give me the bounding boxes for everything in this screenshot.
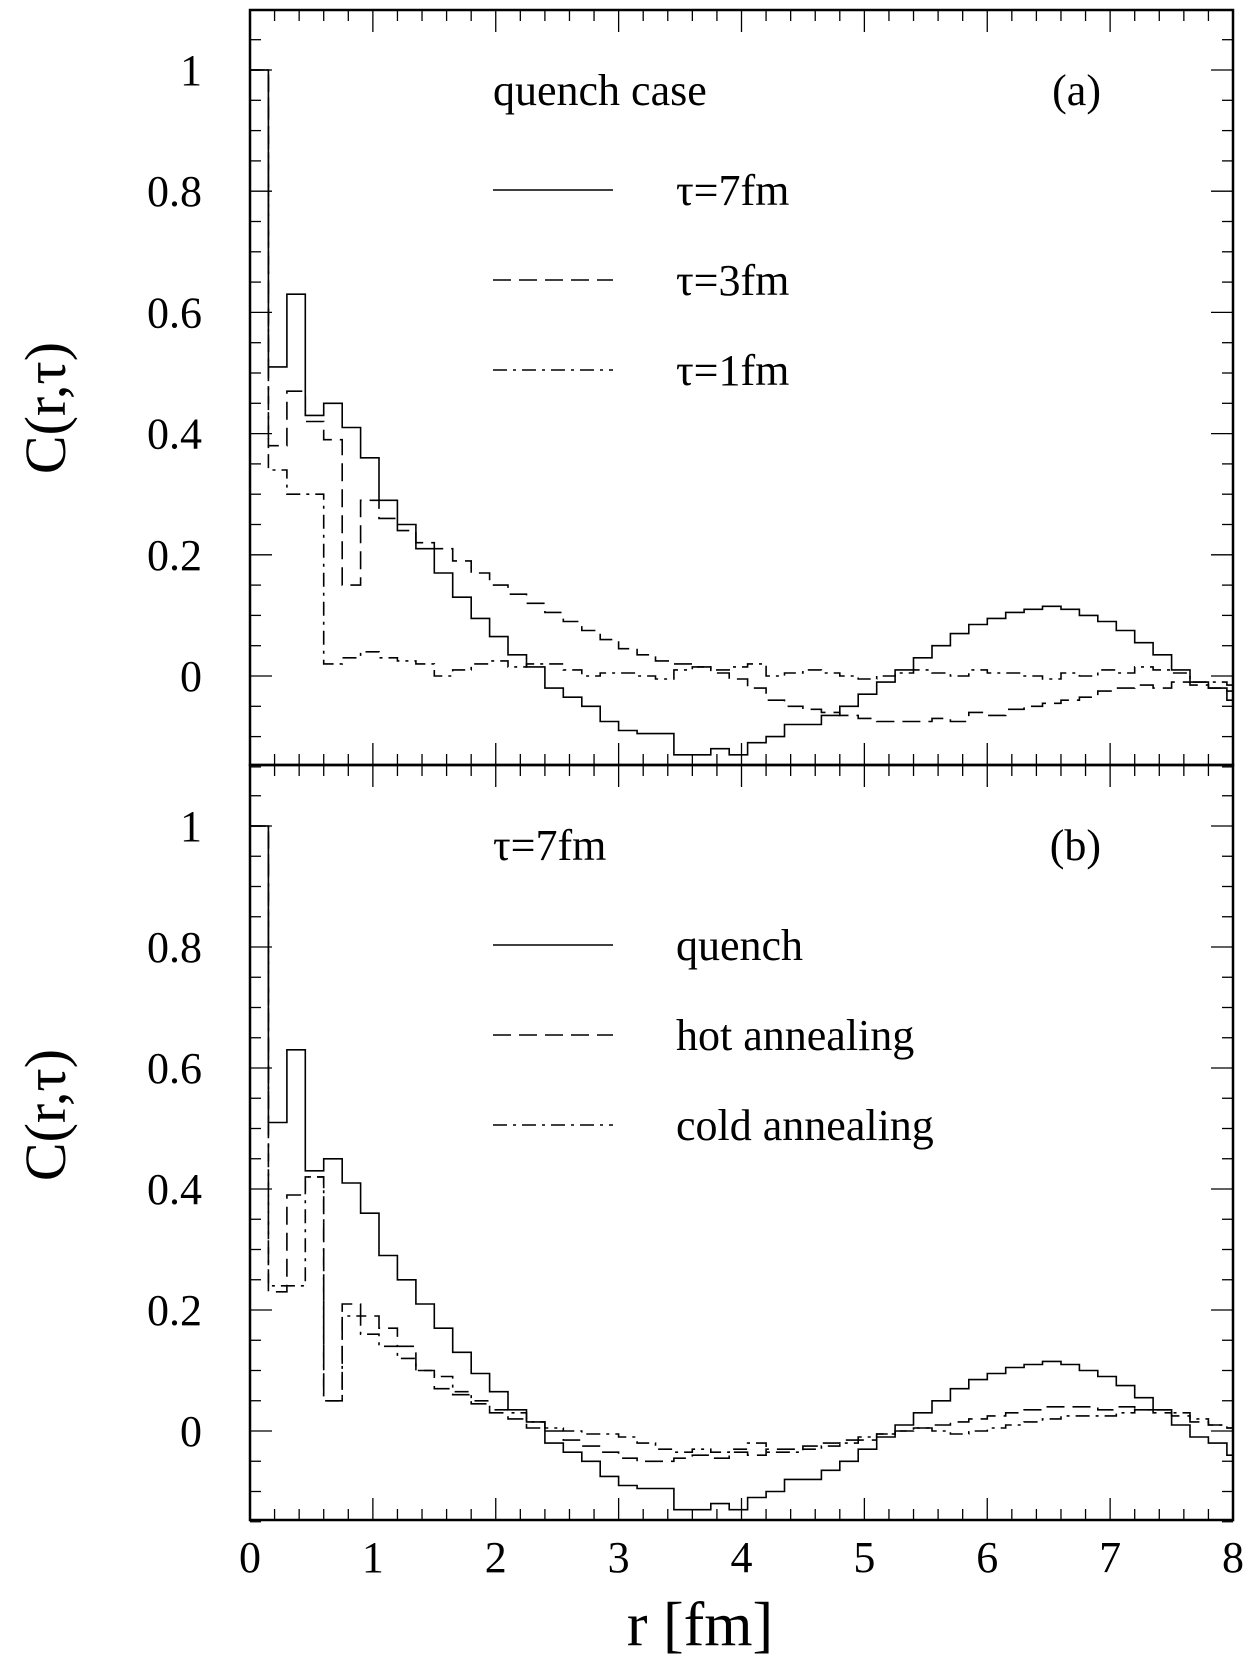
y-tick-label: 0.6 (147, 1044, 202, 1093)
y-tick-label: 0 (180, 1407, 202, 1456)
y-axis-label-b: C(r,τ) (13, 1049, 78, 1181)
y-tick-label: 0.2 (147, 1286, 202, 1335)
series--1fm-line (250, 69, 1233, 765)
y-tick-label: 0.4 (147, 1165, 202, 1214)
x-axis-label: r [fm] (627, 1591, 773, 1659)
y-tick-label: 0.8 (147, 167, 202, 216)
y-tick-label: 0.2 (147, 531, 202, 580)
series--7fm-line (250, 69, 1233, 765)
x-tick-label: 2 (485, 1533, 507, 1582)
legend-entry: cold annealing (676, 1101, 934, 1150)
y-tick-label: 0 (180, 652, 202, 701)
legend-title: τ=7fm (493, 821, 606, 870)
y-tick-label: 0.6 (147, 288, 202, 337)
x-tick-label: 4 (731, 1533, 753, 1582)
legend-entry: τ=3fm (676, 256, 789, 305)
series-hot-annealing-line (250, 825, 1233, 1520)
legend-entry: τ=1fm (676, 346, 789, 395)
y-tick-label: 1 (180, 46, 202, 95)
y-tick-label: 1 (180, 802, 202, 851)
legend-entry: hot annealing (676, 1011, 914, 1060)
x-tick-label: 3 (608, 1533, 630, 1582)
x-tick-label: 1 (362, 1533, 384, 1582)
legend-title: quench case (493, 66, 707, 115)
series-quench-line (250, 825, 1233, 1520)
x-tick-label: 8 (1222, 1533, 1244, 1582)
x-tick-label: 6 (976, 1533, 998, 1582)
y-axis-label-a: C(r,τ) (13, 342, 78, 474)
y-tick-label: 0.8 (147, 923, 202, 972)
x-tick-label: 0 (239, 1533, 261, 1582)
panel-label: (b) (1050, 821, 1101, 870)
panel-label: (a) (1052, 66, 1101, 115)
legend-entry: τ=7fm (676, 166, 789, 215)
x-tick-label: 5 (853, 1533, 875, 1582)
panel-a: 0 0.2 0.4 0.6 0.8 1 quench case (a) τ=7fm τ=3fm τ=… (147, 8, 1235, 768)
series--3fm-line (250, 69, 1233, 765)
legend-entry: quench (676, 921, 803, 970)
y-tick-label: 0.4 (147, 410, 202, 459)
x-tick-label: 7 (1099, 1533, 1121, 1582)
panel-b: 0 0.2 0.4 0.6 0.8 1 0 1 2 3 4 5 6 7 8 τ=7fm (b) quench hot… (147, 763, 1244, 1582)
